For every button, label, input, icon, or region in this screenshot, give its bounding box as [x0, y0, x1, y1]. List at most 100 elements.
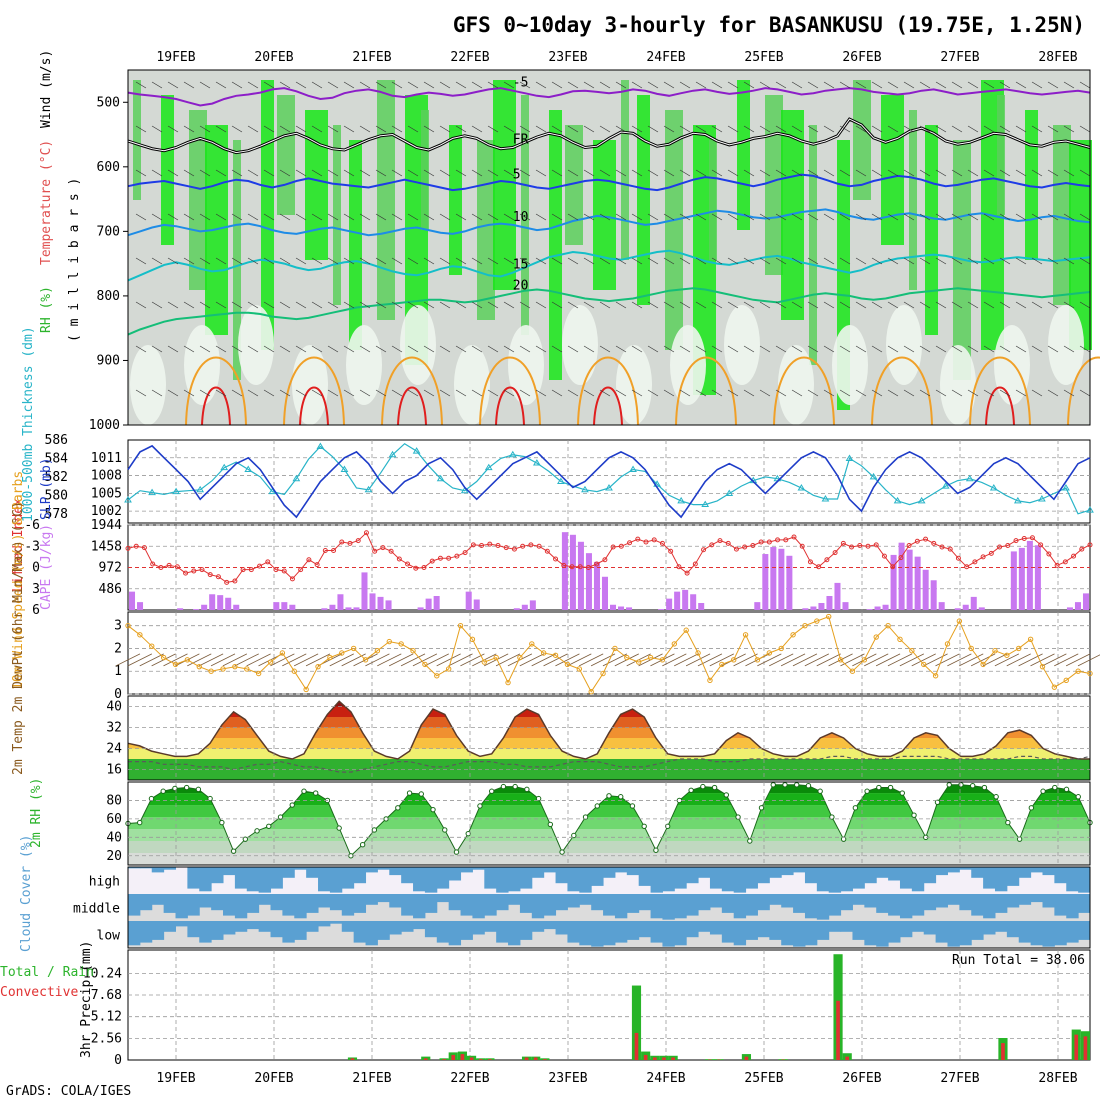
rh-point	[266, 823, 272, 829]
lifted-index-point	[577, 564, 583, 570]
lifted-index-point	[273, 567, 279, 573]
wind-speed-point	[398, 641, 404, 647]
thickness-point	[220, 463, 229, 471]
wind-barb	[423, 213, 435, 221]
cloud-cover-cell	[816, 894, 830, 920]
thickness-point	[436, 474, 445, 482]
cloud-cover-cell	[508, 867, 521, 892]
wind-speed-point	[1016, 645, 1022, 652]
wind-barb	[535, 81, 547, 89]
rh-point	[254, 828, 260, 834]
cloud-cover-cell	[579, 867, 592, 893]
cloud-cover-cell	[377, 867, 390, 870]
wind-barb	[503, 125, 515, 133]
cloud-cover-cell	[377, 894, 390, 903]
lifted-index-point	[750, 543, 756, 549]
cloud-cover-cell	[246, 867, 260, 892]
cloud-cover-cell	[436, 894, 450, 903]
wind-speed-point	[208, 668, 214, 674]
wind-barb	[135, 169, 147, 177]
cloud-cover-cell	[852, 894, 865, 905]
rh-point	[1040, 788, 1046, 794]
cloud-cover-cell	[757, 921, 770, 938]
cape-bar	[1034, 545, 1041, 610]
wind-barb	[951, 169, 963, 177]
lifted-index-point	[980, 554, 986, 560]
rh-point	[817, 788, 823, 794]
lifted-index-point	[257, 563, 263, 569]
rh-tick-label: 80	[106, 793, 122, 808]
wind-speed-point	[291, 668, 297, 674]
wind-barb	[631, 301, 643, 309]
wind-barb	[503, 257, 515, 265]
wind-barb	[807, 213, 819, 221]
cloud-cover-cell	[745, 921, 758, 940]
cape-bar	[698, 603, 705, 610]
thickness-point	[917, 496, 926, 504]
rh-humid-band	[997, 95, 1005, 215]
wind-barb-10m	[460, 653, 485, 667]
rh-humid-band	[765, 95, 783, 275]
wind-speed-point	[327, 654, 333, 661]
wind-barb	[151, 169, 163, 177]
cape-bar	[874, 606, 881, 610]
wind-barb	[663, 345, 675, 353]
lifted-index-point	[692, 561, 698, 567]
rh-band	[128, 805, 1090, 818]
rh-point	[958, 782, 964, 788]
wind-barb	[583, 81, 595, 89]
wind-barb	[535, 169, 547, 177]
wind-barb-10m	[282, 653, 307, 667]
isotherm-30	[201, 386, 231, 426]
lifted-index-point	[865, 543, 871, 549]
wind-barb	[839, 125, 851, 133]
temp-line	[127, 700, 1090, 760]
wind-barb	[967, 257, 979, 265]
wind-barb	[903, 125, 915, 133]
rh-humid-band	[925, 125, 938, 335]
wind-barb	[1031, 301, 1043, 309]
cloud-cover-cell	[1006, 921, 1020, 938]
wind-barb	[647, 301, 659, 309]
cloud-cover-cell	[294, 894, 307, 919]
wind-barb	[855, 345, 867, 353]
wind-barb	[359, 125, 371, 133]
cloud-cover-cell	[721, 921, 735, 943]
cloud-cover-cell	[163, 894, 177, 913]
precip-label: 3hr Precip (mm)	[79, 941, 94, 1058]
wind-barb	[807, 169, 819, 177]
rh-point	[430, 806, 436, 813]
cape-bar	[577, 541, 584, 610]
cloud-cover-cell	[270, 867, 283, 889]
wind-barb	[567, 213, 579, 221]
cloud-cover-cell	[401, 894, 414, 916]
pressure-tick-label: 1000	[89, 418, 120, 433]
wind-barb	[1063, 169, 1075, 177]
rh2m-panel: 20 40 60 80	[106, 781, 1093, 866]
wind-barb	[167, 169, 179, 177]
rh-point	[500, 783, 507, 790]
wind-speed-point	[350, 645, 357, 652]
wind-barb	[935, 389, 947, 397]
wind-barb	[519, 81, 531, 89]
wind-barb	[679, 213, 691, 221]
cloud-cover-cell	[983, 894, 996, 919]
cloud-cover-cell	[484, 894, 497, 916]
thickness-point	[677, 496, 686, 504]
cape-bar	[425, 598, 432, 610]
wind-barb	[759, 81, 771, 89]
wind-barb	[263, 169, 275, 177]
wind-speed-point	[932, 673, 939, 679]
rh-point	[547, 821, 554, 828]
cloud-cover-cell	[721, 867, 735, 892]
date-label-top: 21FEB	[352, 50, 391, 65]
wind-barb	[343, 81, 355, 89]
wind-barb-10m	[816, 653, 841, 667]
wind-barb	[599, 345, 611, 353]
wind-speed-point	[362, 657, 369, 663]
wind-barb-10m	[412, 653, 438, 667]
rh-point	[172, 785, 178, 792]
thickness-point	[316, 442, 325, 449]
temp-tick-label: 40	[106, 700, 122, 715]
wind-barb	[855, 169, 867, 177]
